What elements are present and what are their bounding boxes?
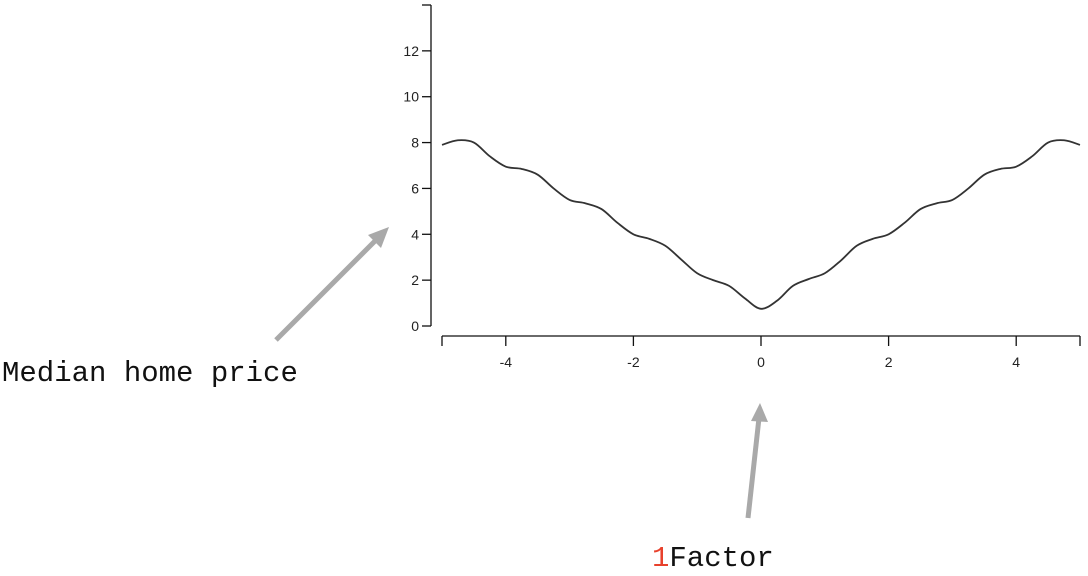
x-tick-label: 2 (885, 354, 893, 370)
x-tick-label: 0 (757, 354, 765, 370)
factor-arrow (745, 417, 762, 519)
median-home-price-label: Median home price (2, 357, 298, 390)
factor-text: Factor (669, 542, 773, 575)
y-tick-label: 6 (411, 180, 419, 196)
annotations: Median home price 1Factor (2, 227, 774, 575)
x-tick-label: -4 (500, 354, 513, 370)
factor-number: 1 (652, 542, 669, 575)
x-tick-label: -2 (627, 354, 640, 370)
median-home-price-arrow (274, 236, 380, 342)
median-home-price-arrow-head (368, 227, 389, 248)
y-tick-label: 2 (411, 272, 419, 288)
y-tick-label: 10 (403, 89, 419, 105)
factor-label: 1Factor (652, 542, 774, 575)
y-tick-label: 0 (411, 318, 419, 334)
y-axis: 0 2 4 6 8 10 12 (403, 4, 432, 334)
y-tick-label: 8 (411, 135, 419, 151)
y-tick-label: 12 (403, 43, 419, 59)
x-tick-label: 4 (1012, 354, 1020, 370)
factor-arrow-head (751, 403, 768, 422)
plot-area (441, 139, 1081, 310)
x-axis: -4 -2 0 2 4 (441, 335, 1081, 370)
series-line (441, 139, 1081, 310)
y-tick-label: 4 (411, 226, 419, 242)
